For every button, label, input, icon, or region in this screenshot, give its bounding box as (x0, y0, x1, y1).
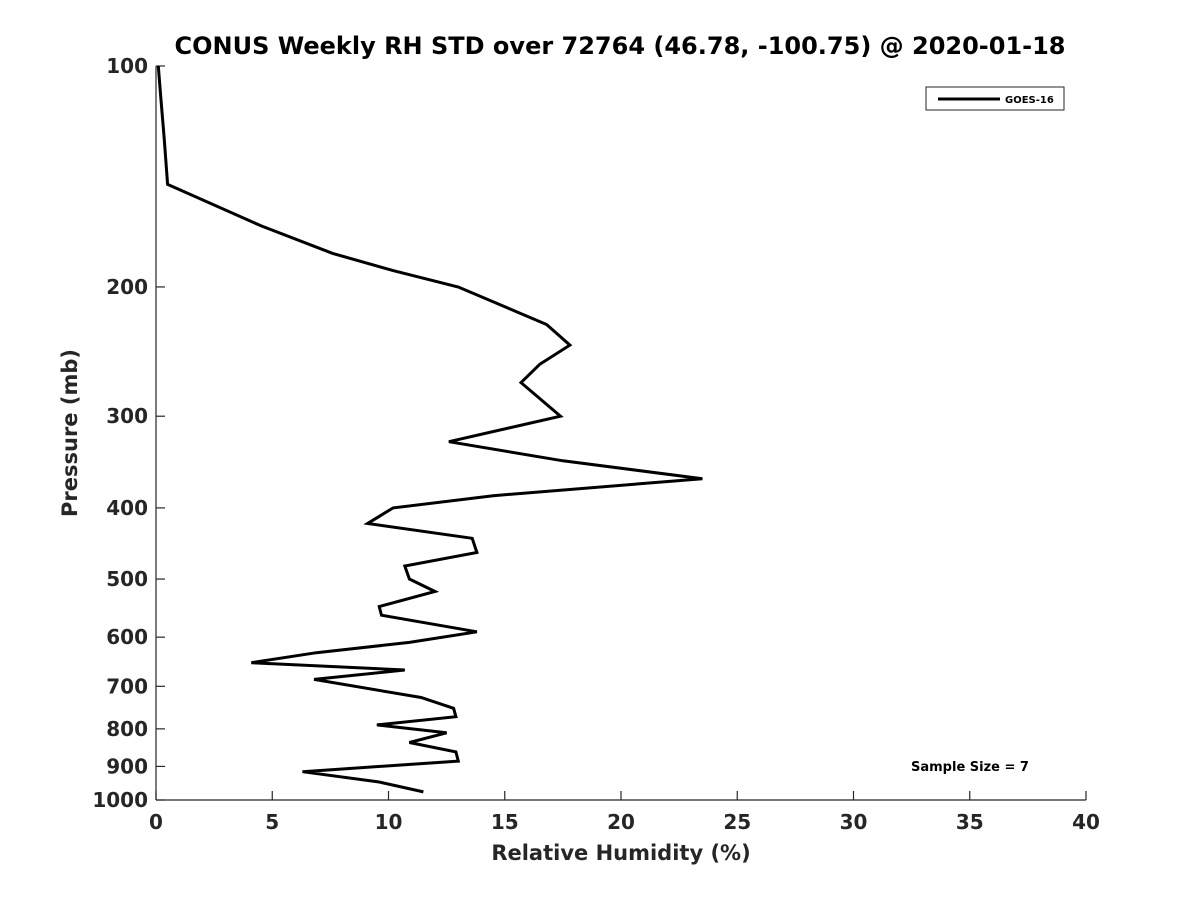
x-tick-label: 20 (607, 810, 635, 834)
y-axis-label: Pressure (mb) (58, 349, 82, 517)
y-tick-label: 100 (106, 54, 148, 78)
x-tick-label: 10 (375, 810, 403, 834)
y-tick-label: 700 (106, 674, 148, 698)
series-lines (156, 65, 703, 794)
series-line-goes-16 (156, 65, 703, 794)
y-tick-label: 200 (106, 275, 148, 299)
y-tick-label: 900 (106, 754, 148, 778)
x-tick-label: 30 (840, 810, 868, 834)
x-tick-label: 35 (956, 810, 984, 834)
y-tick-label: 500 (106, 567, 148, 591)
x-tick-label: 25 (723, 810, 751, 834)
y-tick-label: 300 (106, 404, 148, 428)
legend: GOES-16 (925, 86, 1065, 111)
x-axis-ticks: 0 5 10 15 20 25 30 35 40 (149, 791, 1100, 834)
chart-title: CONUS Weekly RH STD over 72764 (46.78, -… (174, 32, 1065, 60)
x-tick-label: 5 (265, 810, 279, 834)
x-tick-label: 0 (149, 810, 163, 834)
legend-label: GOES-16 (1005, 95, 1054, 106)
y-tick-label: 600 (106, 625, 148, 649)
sample-size-annotation: Sample Size = 7 (911, 760, 1029, 775)
x-axis-label: Relative Humidity (%) (491, 841, 750, 865)
x-tick-label: 40 (1072, 810, 1100, 834)
y-tick-label: 400 (106, 496, 148, 520)
x-tick-label: 15 (491, 810, 519, 834)
y-tick-label: 800 (106, 717, 148, 741)
plot-area: 0 5 10 15 20 25 30 35 40 100 200 300 400 500 600 700 80… (92, 54, 1100, 834)
y-axis-ticks: 100 200 300 400 500 600 700 800 900 1000 (92, 54, 165, 812)
y-tick-label: 1000 (92, 788, 148, 812)
